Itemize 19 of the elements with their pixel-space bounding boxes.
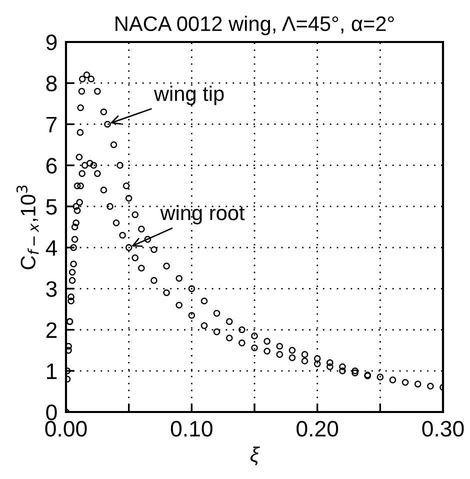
- chart-title: NACA 0012 wing, Λ=45°, α=2°: [116, 16, 394, 36]
- y-tick-label: 5: [46, 199, 57, 215]
- annotation: wing root: [160, 204, 245, 224]
- x-tick-label: 0.30: [422, 420, 464, 437]
- y-tick-label: 8: [46, 76, 57, 92]
- x-axis-title: ξ: [250, 446, 260, 466]
- y-tick-label: 2: [46, 322, 57, 338]
- annotation: wing tip: [154, 86, 224, 106]
- y-tick-label: 9: [46, 34, 57, 50]
- y-axis-title: C$_{f−x}$,10$^{3}$: [16, 186, 39, 270]
- y-tick-label: 0: [46, 404, 57, 420]
- x-tick-label: 0.10: [170, 420, 212, 437]
- y-tick-label: 6: [46, 158, 57, 174]
- y-tick-label: 7: [46, 116, 57, 132]
- y-tick-label: 3: [46, 281, 57, 297]
- y-tick-label: 1: [47, 364, 57, 379]
- x-tick-label: 0.00: [45, 420, 87, 437]
- x-tick-label: 0.20: [296, 420, 338, 437]
- y-tick-label: 4: [46, 240, 58, 256]
